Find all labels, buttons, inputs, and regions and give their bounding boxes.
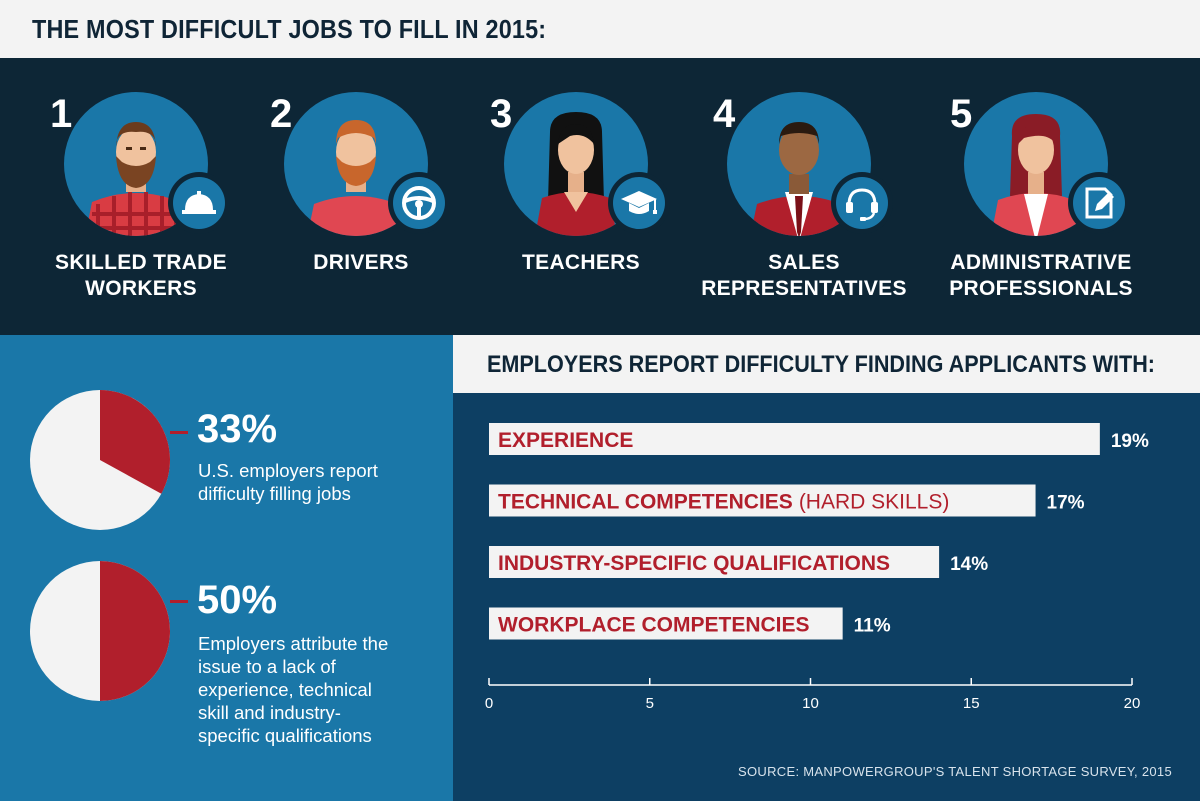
job-rank: 2 bbox=[270, 92, 293, 136]
edit-document-icon bbox=[1068, 172, 1130, 234]
job-avatar-circle bbox=[964, 92, 1108, 236]
bar-value-label: 14% bbox=[950, 554, 988, 575]
bar-4 bbox=[489, 607, 843, 640]
chart-source: SOURCE: MANPOWERGROUP'S TALENT SHORTAGE … bbox=[738, 764, 1172, 779]
x-tick-label: 5 bbox=[646, 695, 654, 712]
chart-panel: EMPLOYERS REPORT DIFFICULTY FINDING APPL… bbox=[453, 335, 1200, 801]
job-label: ADMINISTRATIVE PROFESSIONALS bbox=[949, 251, 1133, 300]
x-tick-label: 20 bbox=[1124, 695, 1141, 712]
job-label: SALES REPRESENTATIVES bbox=[701, 251, 907, 300]
chart-title: EMPLOYERS REPORT DIFFICULTY FINDING APPL… bbox=[487, 351, 1155, 378]
stat-connector bbox=[170, 600, 188, 603]
job-label: DRIVERS bbox=[313, 251, 409, 274]
stat-connector bbox=[170, 431, 188, 434]
bar-3 bbox=[489, 546, 940, 578]
job-avatar-circle bbox=[284, 92, 428, 236]
pie-slice-value bbox=[100, 390, 170, 494]
x-tick-label: 10 bbox=[802, 695, 819, 712]
bar-2 bbox=[489, 484, 1036, 517]
job-label: TEACHERS bbox=[522, 251, 640, 274]
stat-description: Employers attribute the issue to a lack … bbox=[198, 633, 389, 746]
chart-header: EMPLOYERS REPORT DIFFICULTY FINDING APPL… bbox=[453, 335, 1200, 393]
bar-category-label: EXPERIENCE bbox=[498, 429, 633, 452]
job-card-teachers: 3 TEACHERS bbox=[440, 58, 680, 335]
pie-chart-33 bbox=[30, 390, 170, 530]
pie-chart-50 bbox=[30, 561, 170, 701]
job-rank: 5 bbox=[950, 92, 973, 136]
page-title: THE MOST DIFFICULT JOBS TO FILL IN 2015: bbox=[32, 14, 547, 44]
job-rank: 3 bbox=[490, 92, 513, 136]
jobs-section: 1 SKILLED TRADE WORKERS bbox=[0, 58, 1200, 335]
administrative-avatar bbox=[991, 114, 1081, 236]
bar-value-label: 19% bbox=[1111, 431, 1149, 452]
stat-value: 33% bbox=[197, 407, 278, 451]
pie-slice-value bbox=[100, 561, 170, 701]
stats-panel: 33% U.S. employers report difficulty fil… bbox=[0, 335, 453, 801]
driver-avatar bbox=[307, 120, 405, 236]
job-avatar-circle bbox=[64, 92, 208, 236]
job-card-drivers: 2 DRIVERS bbox=[220, 58, 460, 335]
tradesman-avatar bbox=[85, 122, 187, 236]
job-label: SKILLED TRADE WORKERS bbox=[55, 251, 227, 300]
header: THE MOST DIFFICULT JOBS TO FILL IN 2015: bbox=[0, 0, 1200, 58]
steering-wheel-icon bbox=[388, 172, 450, 234]
graduation-cap-icon bbox=[608, 172, 670, 234]
job-card-skilled-trade: 1 SKILLED TRADE WORKERS bbox=[0, 58, 240, 335]
job-rank: 1 bbox=[50, 92, 73, 136]
hard-hat-icon bbox=[168, 172, 230, 234]
bar-chart: EXPERIENCE 19% TECHNICAL COMPETENCIES (HARD… bbox=[485, 423, 1149, 712]
teacher-avatar bbox=[535, 112, 617, 236]
bar-category-label: INDUSTRY-SPECIFIC QUALIFICATIONS bbox=[498, 552, 890, 575]
stat-description: U.S. employers report difficulty filling… bbox=[198, 460, 378, 504]
bar-value-label: 17% bbox=[1047, 493, 1085, 514]
bar-category-label: TECHNICAL COMPETENCIES (HARD SKILLS) bbox=[498, 491, 949, 514]
bar-category-label: WORKPLACE COMPETENCIES bbox=[498, 614, 810, 637]
bar-value-label: 11% bbox=[854, 616, 891, 637]
x-tick-label: 0 bbox=[485, 695, 493, 712]
x-tick-label: 15 bbox=[963, 695, 980, 712]
job-rank: 4 bbox=[713, 92, 736, 136]
job-card-sales: 4 SALES REPRESENTATIVES bbox=[663, 58, 906, 335]
stat-value: 50% bbox=[197, 578, 278, 622]
headset-icon bbox=[831, 172, 893, 234]
sales-rep-avatar bbox=[750, 122, 848, 236]
bar-1 bbox=[489, 423, 1100, 455]
job-card-administrative: 5 ADMINISTRATIVE PROFESSIONALS bbox=[900, 58, 1140, 335]
